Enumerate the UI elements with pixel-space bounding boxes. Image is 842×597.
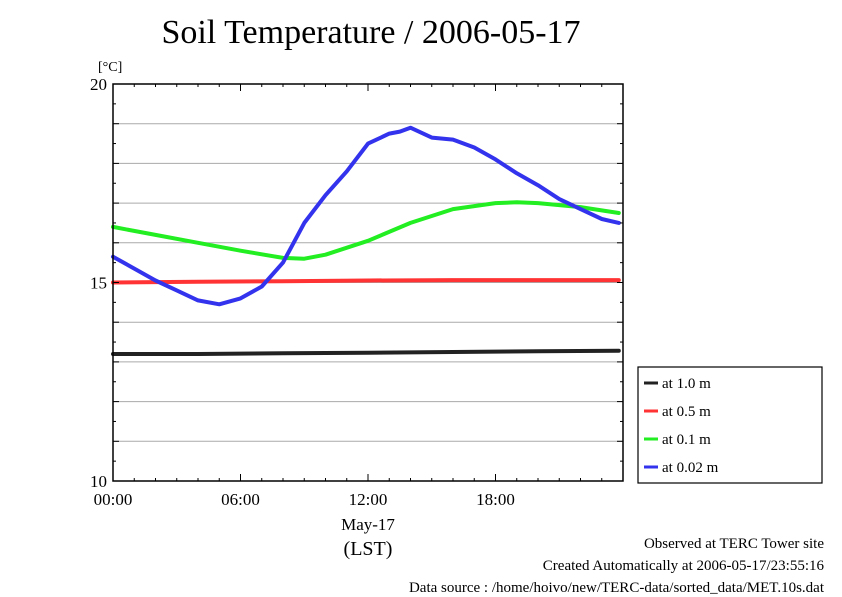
series-line-2 — [111, 200, 621, 261]
x-axis-date-label: May-17 — [341, 515, 395, 534]
series-lines — [111, 125, 621, 356]
legend-label-2: at 0.1 m — [662, 432, 711, 448]
y-tick-label: 10 — [90, 472, 107, 491]
series-line-0 — [111, 348, 621, 356]
y-tick-label: 15 — [90, 274, 107, 293]
chart-title: Soil Temperature / 2006-05-17 — [161, 14, 581, 51]
axes: 10 15 20[°C] 00:00 06:00 12:00 18:00 May-17 (LST… — [90, 60, 624, 560]
y-axis-label: [°C] — [98, 60, 122, 75]
legend-label-1: at 0.5 m — [662, 404, 711, 420]
legend-box — [637, 366, 823, 484]
footer-created: Created Automatically at 2006-05-17/23:5… — [542, 558, 824, 574]
footer-source: Data source : /home/hoivo/new/TERC-data/… — [408, 580, 824, 596]
legend-label-0: at 1.0 m — [662, 376, 711, 392]
y-tick-label: 20 — [90, 75, 107, 94]
x-axis-unit-label: (LST) — [344, 538, 393, 560]
legend: at 1.0 m at 0.5 m at 0.1 m at 0.02 m — [637, 366, 823, 484]
series-line-3 — [111, 125, 621, 307]
x-tick-label: 18:00 — [476, 490, 515, 509]
x-tick-label: 06:00 — [221, 490, 260, 509]
series-line-1 — [111, 278, 621, 285]
x-tick-label: 00:00 — [94, 490, 133, 509]
x-tick-label: 12:00 — [349, 490, 388, 509]
footer-observed: Observed at TERC Tower site — [643, 536, 824, 552]
legend-label-3: at 0.02 m — [662, 460, 719, 476]
